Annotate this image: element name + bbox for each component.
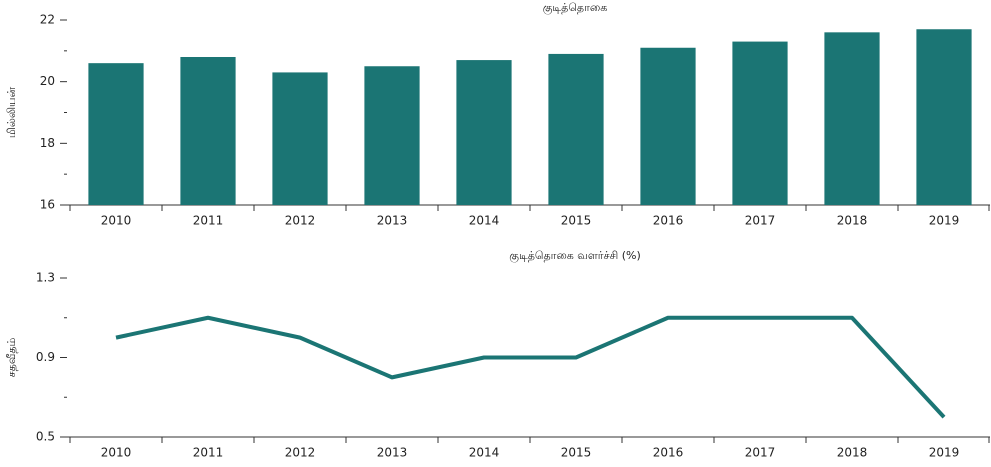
- x-tick-label: 2014: [469, 214, 500, 228]
- x-tick-label: 2012: [285, 446, 316, 460]
- x-tick-label: 2014: [469, 446, 500, 460]
- x-tick-label: 2011: [193, 446, 224, 460]
- y-tick-label: 20: [40, 74, 55, 88]
- x-tick-label: 2011: [193, 214, 224, 228]
- y-tick-label: 18: [40, 136, 55, 150]
- y-tick-label: 0.9: [36, 350, 55, 364]
- x-tick-label: 2018: [837, 214, 868, 228]
- line: [115, 315, 946, 419]
- bar: [364, 66, 420, 205]
- bar: [640, 47, 696, 205]
- x-tick-label: 2010: [101, 214, 132, 228]
- x-tick-label: 2017: [745, 214, 776, 228]
- x-tick-label: 2019: [929, 214, 960, 228]
- chart-title: குடித்தொகை வளர்ச்சி (%): [509, 249, 640, 264]
- x-tick-label: 2013: [377, 214, 408, 228]
- bar: [180, 57, 236, 205]
- x-tick-label: 2015: [561, 214, 592, 228]
- x-tick-label: 2012: [285, 214, 316, 228]
- y-tick-label: 0.5: [36, 430, 55, 444]
- y-tick-label: 1.3: [36, 271, 55, 285]
- x-tick-label: 2016: [653, 446, 684, 460]
- bar: [456, 60, 512, 206]
- x-tick-label: 2016: [653, 214, 684, 228]
- bar: [824, 32, 880, 206]
- bar: [732, 41, 788, 206]
- bar: [548, 53, 604, 205]
- x-tick-label: 2018: [837, 446, 868, 460]
- y-axis-label: சதவீதம்: [5, 337, 18, 377]
- x-tick-label: 2015: [561, 446, 592, 460]
- bar: [916, 29, 972, 205]
- x-tick-label: 2017: [745, 446, 776, 460]
- x-tick-label: 2019: [929, 446, 960, 460]
- chart-title: குடித்தொகை: [543, 1, 608, 16]
- y-tick-label: 16: [40, 198, 55, 212]
- bar: [88, 63, 144, 205]
- bar: [272, 72, 328, 206]
- y-axis-label: மில்லியன்: [5, 87, 18, 139]
- x-tick-label: 2010: [101, 446, 132, 460]
- y-tick-label: 22: [40, 13, 55, 27]
- x-tick-label: 2013: [377, 446, 408, 460]
